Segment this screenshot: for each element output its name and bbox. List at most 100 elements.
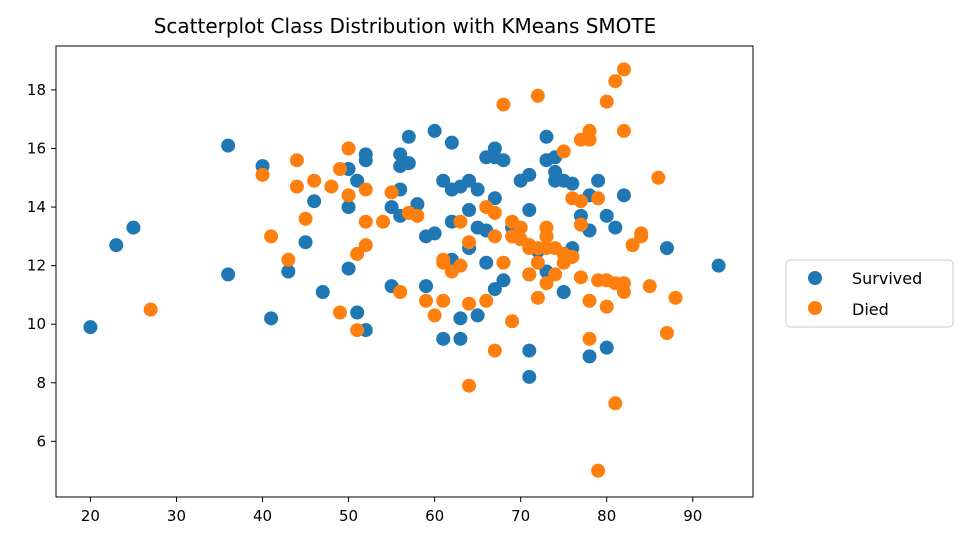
point-died <box>453 214 468 229</box>
point-died <box>651 170 666 185</box>
point-died <box>358 182 373 197</box>
point-survived <box>659 241 674 256</box>
point-died <box>539 229 554 244</box>
point-survived <box>298 235 313 250</box>
point-died <box>599 94 614 109</box>
point-survived <box>393 147 408 162</box>
point-survived <box>496 153 511 168</box>
point-survived <box>591 173 606 188</box>
point-survived <box>565 176 580 191</box>
point-survived <box>582 349 597 364</box>
point-survived <box>487 191 502 206</box>
y-tick-label: 18 <box>27 81 46 99</box>
point-died <box>625 238 640 253</box>
point-survived <box>126 220 141 235</box>
y-tick-label: 6 <box>36 432 46 450</box>
point-survived <box>470 308 485 323</box>
point-survived <box>608 220 623 235</box>
legend-marker-died <box>808 301 822 315</box>
x-tick-label: 40 <box>253 507 272 525</box>
point-survived <box>109 238 124 253</box>
point-survived <box>462 203 477 217</box>
point-survived <box>427 123 442 138</box>
point-died <box>496 255 511 270</box>
point-survived <box>444 135 459 150</box>
point-died <box>556 144 571 159</box>
point-died <box>591 191 606 206</box>
point-survived <box>453 311 468 326</box>
point-died <box>530 88 545 103</box>
point-survived <box>522 343 537 358</box>
point-died <box>496 97 511 112</box>
point-died <box>642 279 657 294</box>
point-died <box>332 162 347 176</box>
point-died <box>384 185 399 200</box>
point-survived <box>264 311 279 326</box>
point-died <box>281 252 296 267</box>
point-died <box>608 396 623 411</box>
point-survived <box>350 305 365 320</box>
axes: 20 30 40 50 60 70 80 90 6 8 10 12 14 16 18 <box>27 81 702 525</box>
point-died <box>548 267 563 282</box>
y-tick-label: 10 <box>27 315 46 333</box>
point-survived <box>350 173 365 188</box>
point-died <box>487 229 502 244</box>
point-survived <box>599 340 614 355</box>
point-died <box>668 290 683 305</box>
legend: Survived Died <box>785 259 954 328</box>
point-died <box>358 214 373 229</box>
point-died <box>375 214 390 229</box>
point-died <box>539 276 554 291</box>
point-survived <box>556 285 571 299</box>
point-survived <box>401 156 416 171</box>
point-survived <box>281 264 296 279</box>
point-died <box>582 331 597 346</box>
point-died <box>393 285 408 299</box>
point-died <box>513 220 528 235</box>
point-died <box>582 132 597 147</box>
point-survived <box>496 273 511 288</box>
point-survived <box>419 279 434 294</box>
x-tick-label: 60 <box>425 507 444 525</box>
point-died <box>530 255 545 270</box>
point-survived <box>522 203 537 217</box>
point-survived <box>358 153 373 168</box>
x-tick-label: 80 <box>597 507 616 525</box>
point-survived <box>711 258 726 273</box>
point-died <box>350 323 365 338</box>
point-died <box>358 238 373 253</box>
point-survived <box>401 129 416 144</box>
point-died <box>505 314 520 329</box>
point-died <box>565 249 580 264</box>
point-died <box>427 308 442 323</box>
point-died <box>419 293 434 308</box>
x-tick-label: 70 <box>511 507 530 525</box>
point-survived <box>522 369 537 384</box>
point-died <box>307 173 322 188</box>
point-died <box>599 299 614 314</box>
y-tick-label: 12 <box>27 257 46 275</box>
point-died <box>341 141 356 156</box>
point-died <box>324 179 339 194</box>
point-died <box>479 293 494 308</box>
point-died <box>462 378 477 393</box>
point-survived <box>221 267 236 282</box>
legend-marker-survived <box>808 271 822 285</box>
legend-box <box>785 259 954 328</box>
point-died <box>591 463 606 478</box>
x-tick-label: 90 <box>683 507 702 525</box>
point-died <box>616 285 631 299</box>
point-survived <box>539 129 554 144</box>
point-survived <box>341 200 356 215</box>
point-died <box>487 205 502 220</box>
point-survived <box>470 182 485 197</box>
point-died <box>264 229 279 244</box>
point-died <box>350 246 365 261</box>
point-died <box>573 194 588 209</box>
points-layer <box>83 62 726 478</box>
point-survived <box>522 167 537 182</box>
point-survived <box>341 261 356 276</box>
point-died <box>487 343 502 358</box>
point-died <box>582 293 597 308</box>
